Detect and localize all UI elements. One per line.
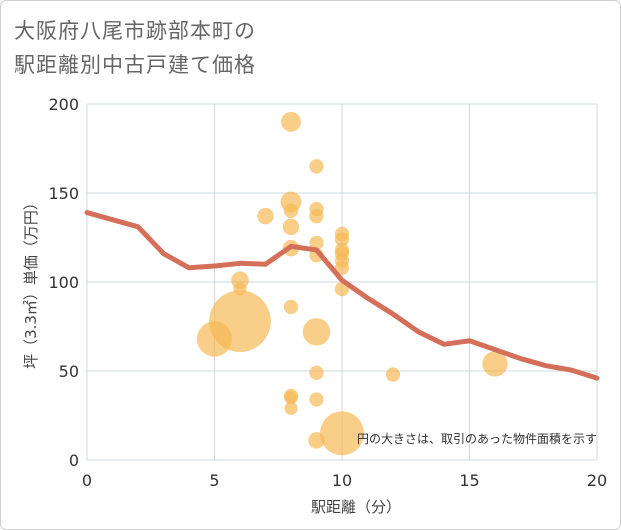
bubble-point <box>284 391 298 405</box>
x-tick-label: 10 <box>332 471 352 490</box>
chart-title-line-2: 駅距離別中古戸建て価格 <box>14 53 256 77</box>
chart-title-line-1: 大阪府八尾市跡部本町の <box>14 19 256 43</box>
bubble-point <box>284 401 298 415</box>
bubble-point <box>233 282 247 296</box>
y-tick-label: 150 <box>48 184 79 203</box>
bubble-point <box>334 232 350 247</box>
y-tick-label: 100 <box>48 273 79 292</box>
bubble-point <box>482 351 508 377</box>
bubble-point <box>282 218 300 236</box>
bubble-point <box>385 367 401 382</box>
bubble-point <box>309 365 324 380</box>
bubble-series <box>196 111 508 456</box>
bubble-point <box>196 321 233 357</box>
bubble-point <box>309 392 324 407</box>
bubble-point <box>320 411 364 456</box>
bubble-point <box>302 318 331 346</box>
x-tick-label: 0 <box>82 471 92 490</box>
y-tick-label: 200 <box>48 95 79 114</box>
bubble-point <box>257 207 274 225</box>
chart-title: 大阪府八尾市跡部本町の 駅距離別中古戸建て価格 <box>14 14 256 82</box>
y-tick-label: 0 <box>69 451 79 470</box>
bubble-point <box>308 432 325 449</box>
bubble-point <box>309 159 324 174</box>
bubble-point <box>283 203 299 218</box>
x-tick-label: 20 <box>587 471 607 490</box>
bubble-point <box>283 299 299 315</box>
bubble-point <box>281 111 301 132</box>
y-tick-label: 50 <box>59 362 79 381</box>
bubble-point <box>334 260 350 275</box>
trend-line <box>84 210 600 381</box>
bubble-point <box>309 208 324 224</box>
x-tick-label: 5 <box>209 471 219 490</box>
bubble-point <box>309 235 324 250</box>
x-tick-label: 15 <box>459 471 479 490</box>
x-axis-label: 駅距離（分） <box>311 498 401 516</box>
trend-series <box>84 210 600 381</box>
grid-lines <box>86 103 598 461</box>
y-axis-label: 坪（3.3㎡）単価（万円） <box>22 195 40 369</box>
size-note: 円の大きさは、取引のあった物件面積を示す <box>357 431 597 446</box>
